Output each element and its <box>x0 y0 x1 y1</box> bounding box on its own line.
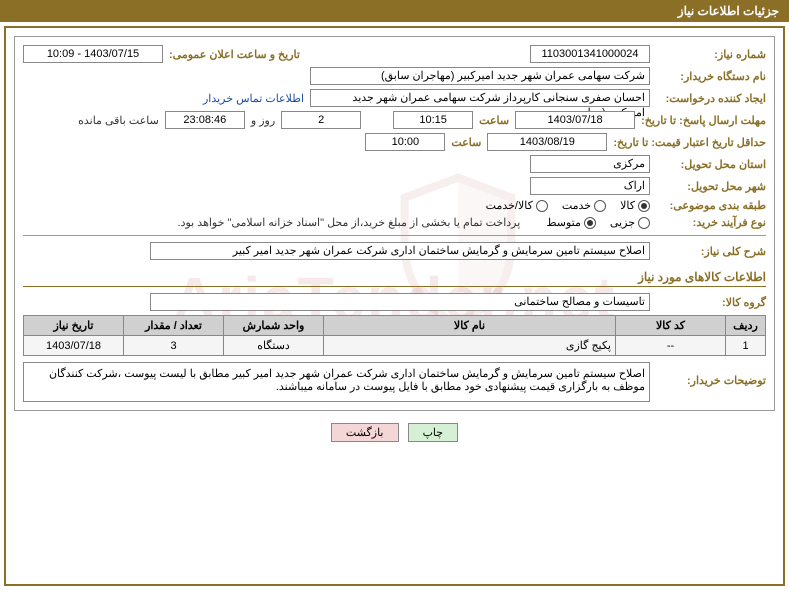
buyer-org-field: شرکت سهامی عمران شهر جدید امیرکبیر (مهاج… <box>310 67 650 85</box>
category-radio-group: کالا خدمت کالا/خدمت <box>486 199 650 212</box>
cell-item-name: پکیج گازی <box>324 336 616 356</box>
col-item-code: کد کالا <box>616 316 726 336</box>
col-need-date: تاریخ نیاز <box>24 316 124 336</box>
cell-item-code: -- <box>616 336 726 356</box>
radio-icon <box>536 200 548 212</box>
deadline-time-field: 10:15 <box>393 111 473 129</box>
announce-datetime-label: تاریخ و ساعت اعلان عمومی: <box>169 48 300 61</box>
buyer-contact-link[interactable]: اطلاعات تماس خریدار <box>203 92 304 105</box>
category-service-label: خدمت <box>562 199 591 212</box>
cell-row-number: 1 <box>726 336 766 356</box>
process-small-radio[interactable]: جزیی <box>610 216 650 229</box>
process-medium-radio[interactable]: متوسط <box>546 216 596 229</box>
category-goods-service-radio[interactable]: کالا/خدمت <box>486 199 548 212</box>
radio-icon <box>594 200 606 212</box>
goods-group-label: گروه کالا: <box>656 296 766 309</box>
radio-icon <box>638 217 650 229</box>
category-label: طبقه بندی موضوعی: <box>656 199 766 212</box>
cell-unit: دستگاه <box>224 336 324 356</box>
delivery-city-field: اراک <box>530 177 650 195</box>
delivery-province-field: مرکزی <box>530 155 650 173</box>
validity-date-field: 1403/08/19 <box>487 133 607 151</box>
page-title-bar: جزئیات اطلاعات نیاز <box>0 0 789 22</box>
validity-time-word: ساعت <box>451 136 481 149</box>
buyer-notes-label: توضیحات خریدار: <box>656 362 766 387</box>
process-small-label: جزیی <box>610 216 635 229</box>
process-medium-label: متوسط <box>546 216 581 229</box>
deadline-date-field: 1403/07/18 <box>515 111 635 129</box>
requester-field: احسان صفری سنجانی کارپرداز شرکت سهامی عم… <box>310 89 650 107</box>
need-description-field: اصلاح سیستم تامین سرمایش و گرمایش ساختما… <box>150 242 650 260</box>
requester-label: ایجاد کننده درخواست: <box>656 92 766 105</box>
category-goods-radio[interactable]: کالا <box>620 199 650 212</box>
details-panel: شماره نیاز: 1103001341000024 تاریخ و ساع… <box>14 36 775 411</box>
back-button[interactable]: بازگشت <box>331 423 399 442</box>
need-number-label: شماره نیاز: <box>656 48 766 61</box>
response-deadline-label: مهلت ارسال پاسخ: تا تاریخ: <box>641 114 766 127</box>
time-remaining-field: 23:08:46 <box>165 111 245 129</box>
process-note-text: پرداخت تمام یا بخشی از مبلغ خرید،از محل … <box>178 216 521 229</box>
cell-quantity: 3 <box>124 336 224 356</box>
items-section-title: اطلاعات کالاهای مورد نیاز <box>23 270 766 287</box>
price-validity-label: حداقل تاریخ اعتبار قیمت: تا تاریخ: <box>613 136 766 149</box>
radio-checked-icon <box>638 200 650 212</box>
buyer-notes-field: اصلاح سیستم تامین سرمایش و گرمایش ساختما… <box>23 362 650 402</box>
col-item-name: نام کالا <box>324 316 616 336</box>
goods-group-field: تاسیسات و مصالح ساختمانی <box>150 293 650 311</box>
time-remaining-label: ساعت باقی مانده <box>78 114 159 127</box>
buyer-org-label: نام دستگاه خریدار: <box>656 70 766 83</box>
days-remaining-field: 2 <box>281 111 361 129</box>
radio-checked-icon <box>584 217 596 229</box>
page-title: جزئیات اطلاعات نیاز <box>678 4 779 18</box>
validity-time-field: 10:00 <box>365 133 445 151</box>
delivery-city-label: شهر محل تحویل: <box>656 180 766 193</box>
print-button[interactable]: چاپ <box>408 423 459 442</box>
delivery-province-label: استان محل تحویل: <box>656 158 766 171</box>
deadline-time-word: ساعت <box>479 114 509 127</box>
need-number-field: 1103001341000024 <box>530 45 650 63</box>
col-quantity: تعداد / مقدار <box>124 316 224 336</box>
days-and-label: روز و <box>251 114 275 127</box>
table-row: 1 -- پکیج گازی دستگاه 3 1403/07/18 <box>24 336 766 356</box>
action-buttons: چاپ بازگشت <box>14 423 775 442</box>
col-unit: واحد شمارش <box>224 316 324 336</box>
items-table: ردیف کد کالا نام کالا واحد شمارش تعداد /… <box>23 315 766 356</box>
need-description-label: شرح کلی نیاز: <box>656 245 766 258</box>
process-type-label: نوع فرآیند خرید: <box>656 216 766 229</box>
category-goods-service-label: کالا/خدمت <box>486 199 533 212</box>
main-frame: شماره نیاز: 1103001341000024 تاریخ و ساع… <box>4 26 785 586</box>
announce-datetime-field: 1403/07/15 - 10:09 <box>23 45 163 63</box>
col-row-number: ردیف <box>726 316 766 336</box>
cell-need-date: 1403/07/18 <box>24 336 124 356</box>
process-radio-group: جزیی متوسط <box>546 216 650 229</box>
table-header-row: ردیف کد کالا نام کالا واحد شمارش تعداد /… <box>24 316 766 336</box>
category-goods-label: کالا <box>620 199 635 212</box>
category-service-radio[interactable]: خدمت <box>562 199 606 212</box>
separator <box>23 235 766 236</box>
